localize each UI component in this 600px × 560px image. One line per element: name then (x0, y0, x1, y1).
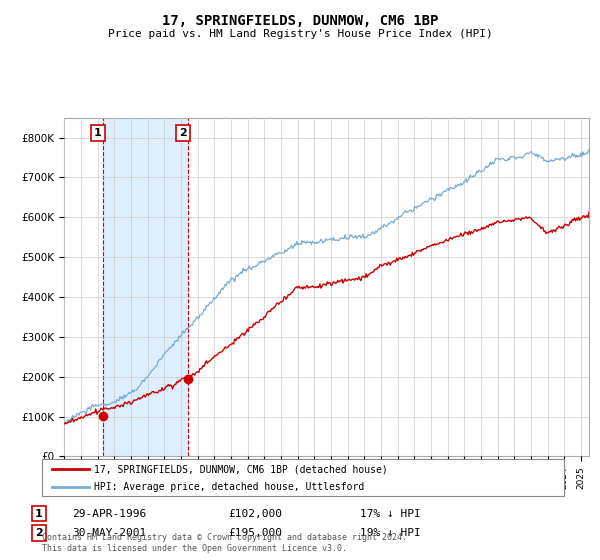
Text: 29-APR-1996: 29-APR-1996 (72, 508, 146, 519)
Text: 19% ↓ HPI: 19% ↓ HPI (360, 528, 421, 538)
Text: 2: 2 (35, 528, 43, 538)
Text: £102,000: £102,000 (228, 508, 282, 519)
Text: 2: 2 (179, 128, 187, 138)
Text: 30-MAY-2001: 30-MAY-2001 (72, 528, 146, 538)
Text: Contains HM Land Registry data © Crown copyright and database right 2024.
This d: Contains HM Land Registry data © Crown c… (42, 533, 407, 553)
Text: 1: 1 (94, 128, 102, 138)
Text: 17, SPRINGFIELDS, DUNMOW, CM6 1BP (detached house): 17, SPRINGFIELDS, DUNMOW, CM6 1BP (detac… (94, 464, 388, 474)
Text: £195,000: £195,000 (228, 528, 282, 538)
Text: 17, SPRINGFIELDS, DUNMOW, CM6 1BP: 17, SPRINGFIELDS, DUNMOW, CM6 1BP (162, 14, 438, 28)
Text: HPI: Average price, detached house, Uttlesford: HPI: Average price, detached house, Uttl… (94, 482, 364, 492)
Text: 17% ↓ HPI: 17% ↓ HPI (360, 508, 421, 519)
Text: Price paid vs. HM Land Registry's House Price Index (HPI): Price paid vs. HM Land Registry's House … (107, 29, 493, 39)
Text: 1: 1 (35, 508, 43, 519)
Bar (103, 118, 188, 456)
